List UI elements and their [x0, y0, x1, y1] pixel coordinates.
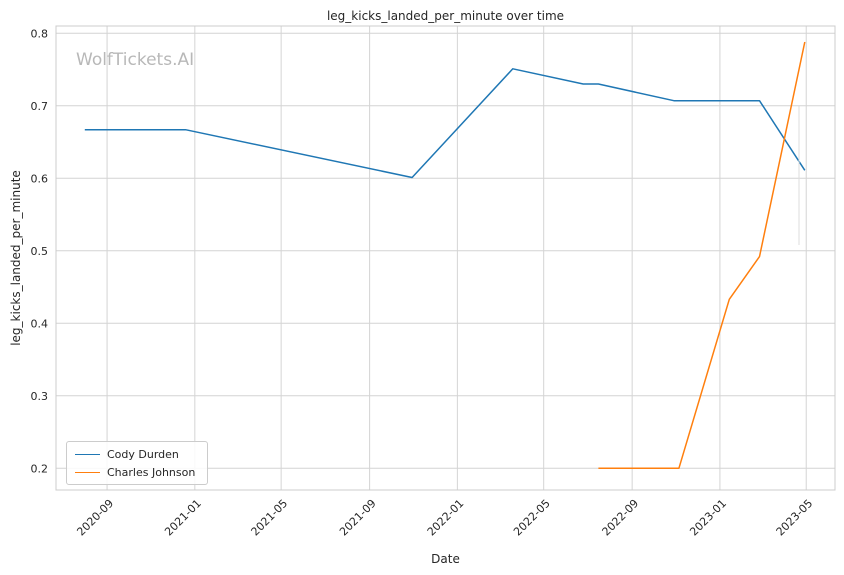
x-tick-label: 2021-05 [249, 497, 291, 539]
x-tick-label: 2022-05 [511, 497, 553, 539]
y-tick-label: 0.2 [31, 462, 49, 475]
chart-title: leg_kicks_landed_per_minute over time [327, 9, 564, 23]
x-tick-label: 2021-09 [337, 497, 379, 539]
y-axis-label: leg_kicks_landed_per_minute [9, 170, 23, 346]
watermark: WolfTickets.AI [76, 50, 194, 70]
x-tick-label: 2021-01 [162, 497, 204, 539]
x-tick-label: 2023-01 [687, 497, 729, 539]
x-axis-label: Date [431, 552, 460, 566]
x-tick-label: 2022-01 [425, 497, 467, 539]
y-tick-label: 0.4 [31, 317, 49, 330]
grid-lines [56, 26, 835, 490]
x-tick-label: 2023-05 [774, 497, 816, 539]
legend-swatch-cody-durden [75, 453, 100, 455]
y-tick-label: 0.3 [31, 390, 49, 403]
x-tick-label: 2022-09 [600, 497, 642, 539]
y-tick-label: 0.5 [31, 245, 49, 258]
y-tick-label: 0.8 [31, 27, 49, 40]
series-lines [84, 41, 806, 470]
x-tick-label: 2020-09 [74, 497, 116, 539]
y-tick-label: 0.6 [31, 172, 49, 185]
legend-swatch-charles-johnson [75, 471, 100, 473]
y-axis-ticks: 0.2 0.3 0.4 0.5 0.6 0.7 0.8 [31, 27, 49, 475]
legend-item-charles-johnson: Charles Johnson [75, 464, 195, 480]
legend-item-cody-durden: Cody Durden [75, 446, 179, 462]
legend: Cody Durden Charles Johnson [66, 441, 208, 485]
legend-label-cody-durden: Cody Durden [107, 447, 179, 461]
plot-area-frame [55, 25, 836, 491]
legend-label-charles-johnson: Charles Johnson [107, 465, 196, 479]
series-line-charles-johnson [598, 41, 806, 470]
x-axis-ticks: 2020-09 2021-01 2021-05 2021-09 2022-01 2022-… [74, 497, 815, 539]
y-tick-label: 0.7 [31, 100, 49, 113]
series-line-cody-durden [84, 68, 806, 179]
